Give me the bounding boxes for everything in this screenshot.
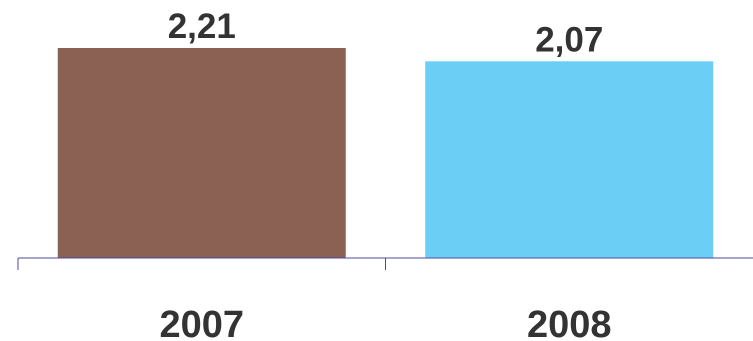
bar-2008 [425,61,714,259]
category-label-2008: 2008 [527,304,612,341]
category-label-2007: 2007 [159,304,244,341]
bar-2007 [57,48,346,258]
value-label-2007: 2,21 [168,7,236,46]
x-axis [17,257,753,270]
value-label-2008: 2,07 [535,20,603,59]
bars-layer [57,48,714,259]
labels-layer: 2,21 2007 2,07 2008 [159,7,611,341]
